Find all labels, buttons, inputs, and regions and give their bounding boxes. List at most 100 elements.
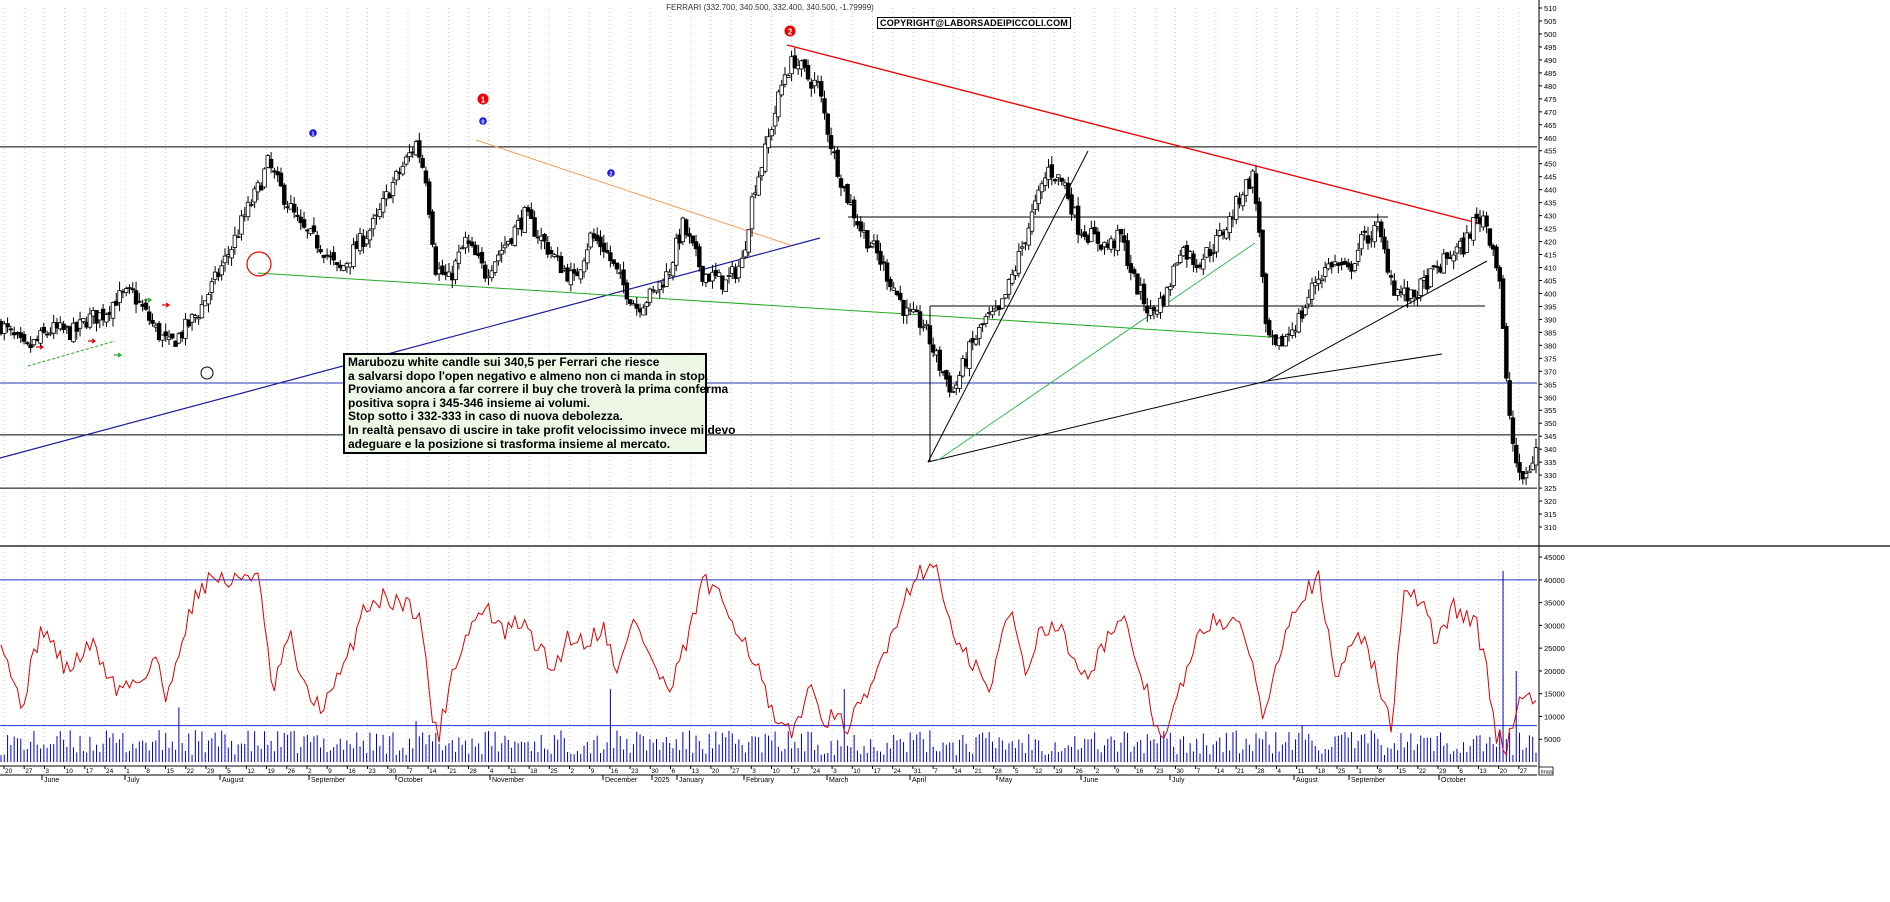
candle-body — [769, 129, 775, 137]
date-tick-label: 7 — [409, 768, 413, 775]
date-tick-label: 23 — [369, 768, 377, 775]
candle-body — [114, 300, 119, 306]
candle-body — [762, 143, 768, 172]
price-tick-label: 400 — [1544, 289, 1557, 298]
date-tick-label: 3 — [752, 768, 756, 775]
candle-body — [884, 262, 890, 282]
wave-marker-blue-0 — [479, 117, 487, 125]
candle-body — [598, 236, 603, 248]
candle-body — [262, 168, 267, 188]
candle-body — [407, 152, 412, 158]
candle-body — [1227, 216, 1232, 234]
date-tick-label: 2 — [571, 768, 575, 775]
candle-body — [977, 327, 982, 339]
candle-body — [990, 311, 995, 316]
corner-label: lmas — [1541, 770, 1553, 776]
candle-body — [1290, 329, 1295, 336]
candle-body — [1464, 232, 1470, 253]
candle-body — [1168, 286, 1173, 291]
date-tick-label: 9 — [328, 768, 332, 775]
price-tick-label: 450 — [1544, 160, 1557, 169]
date-tick-label: 10 — [66, 768, 74, 775]
candle-body — [1191, 253, 1196, 265]
candle-body — [173, 340, 178, 347]
candle-body — [1322, 267, 1328, 277]
candle-body — [186, 319, 191, 327]
green-trendline — [257, 272, 1271, 338]
candle-body — [512, 226, 518, 246]
candle-body — [137, 300, 142, 303]
candle-body — [147, 311, 152, 321]
date-tick-label: 6 — [1459, 768, 1463, 775]
candle-body — [1210, 252, 1216, 255]
candle-body — [1234, 196, 1239, 220]
date-tick-label: 2 — [308, 768, 312, 775]
date-tick-label: 3 — [45, 768, 49, 775]
price-tick-label: 340 — [1544, 445, 1557, 454]
month-label: June — [1083, 777, 1098, 784]
candle-body — [624, 282, 630, 300]
candle-body — [776, 91, 781, 118]
candle-body — [311, 225, 317, 233]
date-tick-label: 14 — [954, 768, 962, 775]
date-tick-label: 1 — [1358, 768, 1362, 775]
trendlines — [0, 44, 1488, 463]
price-tick-label: 355 — [1544, 406, 1557, 415]
candle-body — [947, 375, 952, 393]
signal-arrow — [88, 338, 97, 344]
candle-body — [193, 315, 198, 318]
month-label: April — [912, 777, 926, 784]
candle-body — [1178, 254, 1183, 263]
candle-body — [77, 319, 83, 329]
candle-body — [1385, 248, 1390, 273]
candle-body — [1257, 201, 1262, 233]
candle-body — [1523, 473, 1529, 479]
candle-body — [1029, 211, 1035, 232]
candle-body — [492, 261, 498, 273]
candle-body — [792, 55, 798, 69]
candle-body — [1359, 233, 1364, 250]
date-tick-label: 25 — [550, 768, 558, 775]
note-line: adeguare e la posizione si trasforma ins… — [348, 436, 671, 451]
osc-tick-label: 20000 — [1544, 667, 1565, 676]
candle-body — [206, 294, 211, 305]
candle-body — [123, 288, 129, 293]
candle-body — [944, 370, 949, 380]
candle-body — [838, 178, 844, 188]
note-line: In realtà pensavo di uscire in take prof… — [348, 422, 736, 437]
candle-body — [1494, 246, 1499, 269]
candle-body — [1309, 282, 1315, 300]
candle-body — [87, 313, 93, 328]
date-tick-label: 27 — [1520, 768, 1528, 775]
price-tick-label: 370 — [1544, 367, 1557, 376]
month-label: December — [605, 777, 638, 784]
candle-body — [960, 358, 966, 377]
month-label: August — [1296, 777, 1318, 784]
candle-body — [1069, 194, 1074, 215]
candle-body — [199, 303, 205, 319]
candle-body — [1016, 251, 1022, 274]
price-tick-label: 470 — [1544, 108, 1557, 117]
candle-body — [143, 302, 149, 310]
wave-marker-blue-2-label: 2 — [609, 171, 612, 177]
candle-body — [914, 309, 919, 313]
osc-tick-label: 25000 — [1544, 644, 1565, 653]
candle-body — [1434, 265, 1440, 268]
candle-body — [746, 229, 751, 253]
date-tick-label: 20 — [1500, 768, 1508, 775]
osc-tick-label: 30000 — [1544, 621, 1565, 630]
candle-body — [1042, 177, 1048, 186]
date-tick-label: 26 — [1075, 768, 1083, 775]
candle-body — [104, 314, 109, 323]
price-tick-label: 345 — [1544, 432, 1557, 441]
candle-body — [1313, 282, 1318, 287]
candle-body — [927, 325, 933, 345]
candle-body — [571, 269, 577, 274]
candle-body — [170, 333, 175, 339]
candle-body — [8, 328, 14, 331]
candle-body — [723, 279, 728, 292]
note-line: Stop sotto i 332-333 in caso di nuova de… — [348, 409, 623, 424]
candle-body — [930, 344, 936, 353]
candle-body — [364, 237, 369, 245]
